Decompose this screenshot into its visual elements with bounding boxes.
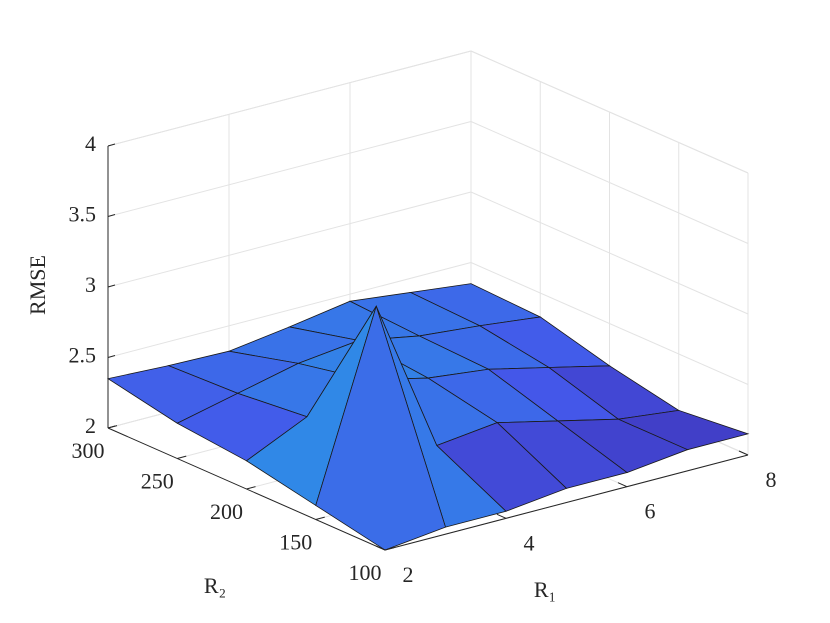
- grid-line: [470, 191, 749, 315]
- y-tick: [246, 486, 256, 490]
- y-tick-label: 300: [72, 438, 105, 463]
- grid-line: [107, 50, 472, 147]
- x-tick: [617, 482, 628, 488]
- y-tick-label: 200: [210, 499, 243, 524]
- y-tick: [177, 455, 187, 459]
- x-tick: [375, 545, 386, 551]
- z-tick: [107, 355, 116, 358]
- x-axis-label: R₁: [534, 577, 556, 602]
- z-tick: [107, 284, 116, 288]
- z-tick-label: 3.5: [69, 202, 97, 227]
- y-axis-label: R₂: [204, 573, 226, 598]
- y-tick-label: 100: [349, 560, 382, 585]
- surface-face: [315, 304, 446, 551]
- x-tick-label: 8: [766, 467, 777, 492]
- z-tick: [107, 214, 116, 217]
- z-tick-label: 4: [85, 131, 96, 156]
- z-tick-label: 2: [85, 413, 96, 438]
- x-tick: [496, 513, 507, 519]
- grid-line: [470, 50, 749, 174]
- grid-line: [107, 262, 472, 358]
- x-axis: [384, 454, 749, 551]
- grid-line: [470, 121, 749, 244]
- y-tick: [315, 516, 325, 520]
- x-tick: [738, 450, 749, 456]
- z-axis-label: RMSE: [25, 255, 50, 315]
- z-tick-label: 3: [85, 272, 96, 297]
- surface: [106, 283, 750, 551]
- grid-line: [107, 121, 472, 217]
- z-tick: [107, 143, 116, 147]
- x-tick-label: 4: [524, 530, 535, 555]
- x-tick-label: 2: [403, 562, 414, 587]
- grid-line: [107, 191, 472, 288]
- z-tick-label: 2.5: [69, 343, 97, 368]
- y-tick: [384, 547, 395, 551]
- x-tick-label: 6: [645, 499, 656, 524]
- y-tick: [107, 425, 118, 429]
- y-tick-label: 150: [279, 530, 312, 555]
- y-tick-label: 250: [141, 469, 174, 494]
- grid-line: [470, 262, 749, 385]
